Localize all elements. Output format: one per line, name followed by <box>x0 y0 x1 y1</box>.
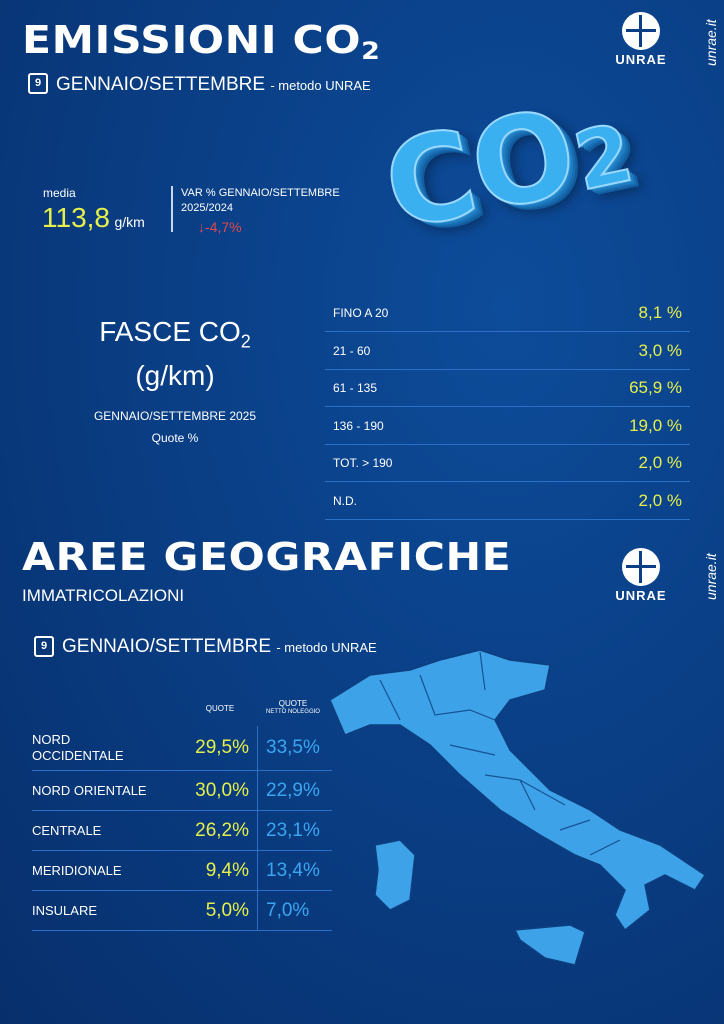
region-row: NORD ORIENTALE 30,0% 22,9% <box>32 771 332 811</box>
fasce-value: 19,0 % <box>629 415 682 435</box>
region-row: INSULARE 5,0% 7,0% <box>32 891 332 931</box>
globe-icon <box>622 12 660 50</box>
region-row: CENTRALE 26,2% 23,1% <box>32 811 332 851</box>
arrow-down-icon: ↓ <box>198 219 205 235</box>
region-quote: 9,4% <box>205 859 249 881</box>
fasce-value: 3,0 % <box>638 340 682 360</box>
var-label: VAR % GENNAIO/SETTEMBRE 2025/2024 <box>181 187 340 214</box>
fasce-period: GENNAIO/SETTEMBRE 2025 Quote % <box>93 409 257 445</box>
fasce-label: 136 - 190 <box>333 418 384 433</box>
fasce-value: 2,0 % <box>638 490 682 510</box>
region-quote: 29,5% <box>195 737 249 758</box>
sicily <box>513 924 586 966</box>
var-value: ↓-4,7% <box>198 219 242 235</box>
region-label: NORD OCCIDENTALE <box>32 732 124 763</box>
fasce-label: 21 - 60 <box>333 343 371 358</box>
region-label: CENTRALE <box>32 822 102 838</box>
region-label: INSULARE <box>32 902 98 918</box>
region-quote: 26,2% <box>195 819 249 841</box>
fasce-value: 65,9 % <box>629 378 682 397</box>
region-netto: 7,0% <box>257 891 332 930</box>
region-label: NORD ORIENTALE <box>32 782 147 798</box>
region-row: NORD OCCIDENTALE 29,5% 33,5% <box>32 726 332 771</box>
calendar-icon: 9 <box>28 73 48 94</box>
fasce-title: FASCE CO2 (g/km) <box>99 316 251 391</box>
italy-map <box>329 649 707 966</box>
fasce-value: 2,0 % <box>638 453 682 472</box>
col-netto-header: QUOTE NETTO NOLEGGIO <box>266 699 320 715</box>
fasce-row: TOT. > 190 2,0 % <box>325 445 690 482</box>
globe-icon <box>622 548 660 586</box>
fasce-label: FINO A 20 <box>333 306 389 320</box>
divider <box>171 186 173 232</box>
fasce-value: 8,1 % <box>638 303 682 322</box>
media-value: 113,8 g/km <box>42 202 145 233</box>
fasce-row: 61 - 135 65,9 % <box>325 370 690 407</box>
fasce-row: FINO A 20 8,1 % <box>325 295 690 332</box>
media-label: media <box>43 186 76 200</box>
region-quote: 30,0% <box>195 779 249 801</box>
unrae-logo: UNRAE <box>614 12 668 67</box>
site-label: unrae.it <box>703 19 719 66</box>
sardinia <box>374 839 416 911</box>
regions-subtitle: IMMATRICOLAZIONI <box>22 586 185 605</box>
region-quote: 5,0% <box>205 899 249 921</box>
region-netto: 13,4% <box>257 851 332 890</box>
fasce-label: 61 - 135 <box>333 381 378 395</box>
italy-mainland <box>329 649 707 932</box>
fasce-label: N.D. <box>333 493 357 508</box>
region-label: MERIDIONALE <box>32 862 122 878</box>
region-row: MERIDIONALE 9,4% 13,4% <box>32 851 332 891</box>
period-label: GENNAIO/SETTEMBRE - metodo UNRAE <box>56 74 371 95</box>
fasce-label: TOT. > 190 <box>333 456 393 470</box>
fasce-row: 21 - 60 3,0 % <box>325 333 690 370</box>
calendar-icon: 9 <box>34 636 54 657</box>
site-label-2: unrae.it <box>703 553 719 600</box>
col-quote-header: QUOTE <box>205 704 235 713</box>
unrae-logo-2: UNRAE <box>614 548 668 603</box>
emissions-title: EMISSIONI CO2 <box>22 18 381 65</box>
co2-3d-graphic: CO2 <box>372 82 641 259</box>
fasce-row: 136 - 190 19,0 % <box>325 408 690 445</box>
region-netto: 23,1% <box>257 811 332 850</box>
regions-title: AREE GEOGRAFICHE <box>22 535 512 579</box>
region-netto: 33,5% <box>257 726 332 770</box>
fasce-row: N.D. 2,0 % <box>325 483 690 520</box>
period-label-2: GENNAIO/SETTEMBRE - metodo UNRAE <box>62 636 377 657</box>
region-netto: 22,9% <box>257 771 332 810</box>
